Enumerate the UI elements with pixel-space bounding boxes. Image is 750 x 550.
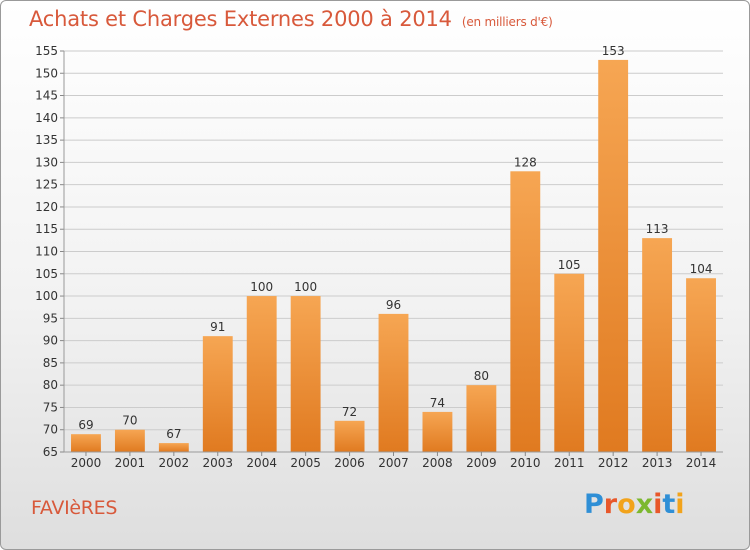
y-tick-label: 120 <box>35 200 58 214</box>
x-tick-label-2011: 2011 <box>554 456 585 470</box>
data-label-2010: 128 <box>514 155 537 169</box>
y-tick-label: 155 <box>35 44 58 58</box>
y-tick-label: 90 <box>43 334 58 348</box>
bars: 69 70 67 91 100 100 72 96 74 80 128 105 153 113 104 <box>71 44 716 453</box>
logo-letter: o <box>617 489 636 520</box>
bar-2010 <box>510 171 541 453</box>
y-tick-label: 150 <box>35 66 58 80</box>
y-tick-label: 135 <box>35 133 58 147</box>
y-tick-label: 75 <box>43 400 58 414</box>
x-tick-label-2003: 2003 <box>202 456 233 470</box>
data-label-2004: 100 <box>250 280 273 294</box>
proxiti-logo[interactable]: Proxiti <box>584 489 685 520</box>
data-label-2001: 70 <box>122 414 137 428</box>
axes: 65 70 75 80 85 90 95 100 105 110 115 120 125 130 135 14… <box>35 44 723 470</box>
data-label-2007: 96 <box>386 298 401 312</box>
x-tick-label-2002: 2002 <box>159 456 190 470</box>
place-name: FAVIèRES <box>31 497 118 519</box>
chart-subtitle: (en milliers d'€) <box>461 15 553 29</box>
chart-title: Achats et Charges Externes 2000 à 2014 (e… <box>29 7 553 31</box>
x-tick-label-2006: 2006 <box>334 456 365 470</box>
data-label-2000: 69 <box>78 418 93 432</box>
bar-2000 <box>71 434 101 452</box>
x-tick-label-2000: 2000 <box>71 456 102 470</box>
x-tick-label-2014: 2014 <box>686 456 717 470</box>
logo-letter: r <box>603 489 618 520</box>
y-tick-label: 105 <box>35 267 58 281</box>
bar-2008 <box>422 411 453 452</box>
data-label-2011: 105 <box>558 258 581 272</box>
logo-letter: i <box>653 489 663 520</box>
data-label-2003: 91 <box>210 320 225 334</box>
y-tick-label: 80 <box>43 378 58 392</box>
bar-2005 <box>290 296 321 452</box>
data-label-2006: 72 <box>342 405 357 419</box>
y-tick-label: 115 <box>35 222 58 236</box>
bar-2003 <box>202 336 233 452</box>
x-tick-label-2013: 2013 <box>642 456 673 470</box>
logo-letter: P <box>584 489 604 520</box>
title-text: Achats et Charges Externes 2000 à 2014 <box>29 7 452 31</box>
y-tick-label: 130 <box>35 155 58 169</box>
y-tick-label: 125 <box>35 178 58 192</box>
bar-2013 <box>642 238 673 452</box>
y-tick-label: 70 <box>43 423 58 437</box>
logo-letter: i <box>675 489 685 520</box>
bar-2001 <box>114 429 145 452</box>
logo-letter: t <box>662 489 676 520</box>
data-label-2014: 104 <box>690 262 713 276</box>
y-tick-label: 110 <box>35 245 58 259</box>
bar-2002 <box>158 443 189 452</box>
x-tick-label-2004: 2004 <box>246 456 277 470</box>
x-tick-label-2007: 2007 <box>378 456 409 470</box>
data-label-2005: 100 <box>294 280 317 294</box>
y-tick-label: 65 <box>43 445 58 459</box>
bar-2012 <box>598 59 629 453</box>
data-label-2012: 153 <box>602 44 625 58</box>
y-tick-label: 85 <box>43 356 58 370</box>
x-tick-label-2001: 2001 <box>115 456 146 470</box>
data-label-2009: 80 <box>474 369 489 383</box>
y-tick-label: 145 <box>35 89 58 103</box>
x-tick-label-2010: 2010 <box>510 456 541 470</box>
x-tick-label-2009: 2009 <box>466 456 497 470</box>
bar-2007 <box>378 313 409 452</box>
x-tick-label-2012: 2012 <box>598 456 629 470</box>
y-tick-label: 140 <box>35 111 58 125</box>
bar-2009 <box>466 385 497 452</box>
data-label-2008: 74 <box>430 396 445 410</box>
x-tick-label-2005: 2005 <box>290 456 321 470</box>
x-tick-label-2008: 2008 <box>422 456 453 470</box>
bar-2011 <box>554 273 585 452</box>
bar-2006 <box>334 420 365 452</box>
bar-2004 <box>246 296 277 452</box>
bar-2014 <box>686 278 716 452</box>
data-label-2013: 113 <box>646 222 669 236</box>
data-label-2002: 67 <box>166 427 181 441</box>
y-tick-label: 95 <box>43 311 58 325</box>
logo-letter: x <box>635 489 654 520</box>
y-tick-label: 100 <box>35 289 58 303</box>
